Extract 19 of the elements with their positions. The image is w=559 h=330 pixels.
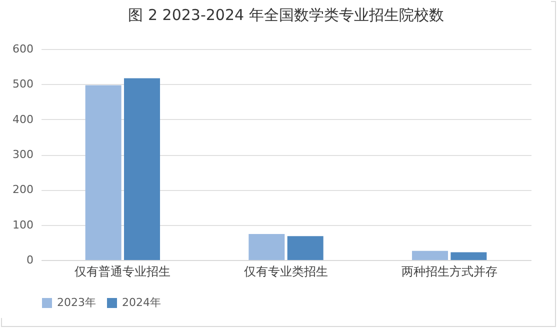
x-tick-label: 仅有专业类招生: [244, 264, 328, 278]
legend-label: 2024年: [122, 296, 161, 309]
bar: [412, 250, 448, 260]
bar: [450, 252, 487, 260]
y-tick-label: 0: [26, 254, 34, 266]
y-tick-label: 400: [12, 112, 34, 126]
x-tick-label: 两种招生方式并存: [401, 264, 498, 278]
y-tick-label: 100: [12, 218, 34, 232]
bar: [124, 78, 160, 260]
y-tick-label: 300: [12, 148, 34, 161]
bar: [85, 85, 122, 260]
bar: [287, 236, 324, 260]
bar: [248, 234, 285, 260]
y-tick-label: 600: [12, 42, 34, 56]
y-tick-label: 200: [12, 183, 34, 196]
y-tick-label: 500: [12, 78, 34, 91]
chart-title: 图 2 2023-2024 年全国数学类专业招生院校数: [128, 6, 444, 24]
x-tick-label: 仅有普通专业招生: [74, 264, 171, 278]
legend-label: 2023年: [57, 296, 96, 309]
